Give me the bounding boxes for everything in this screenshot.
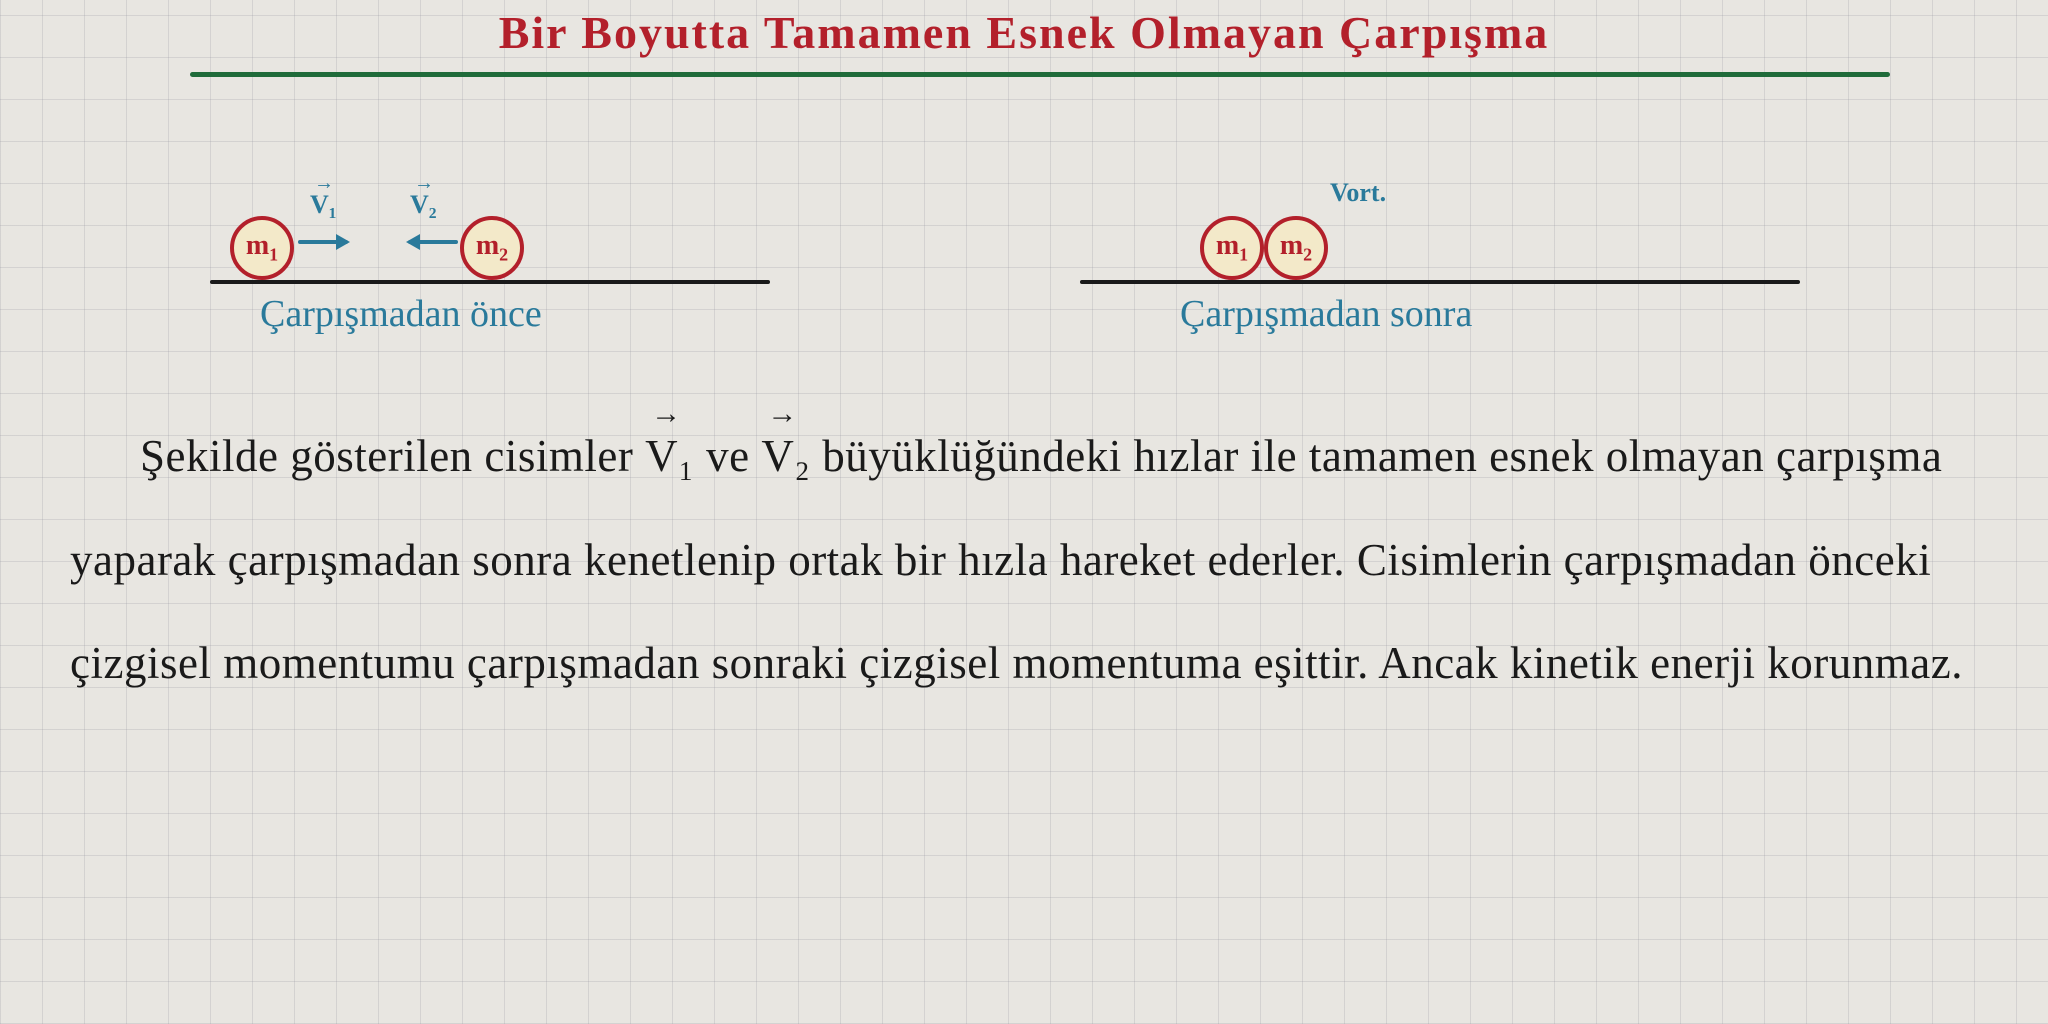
ground-after	[1080, 280, 1800, 284]
mass-m2-before: m2	[460, 216, 524, 280]
velocity-label-v2: →V₂	[410, 190, 437, 220]
vector-v2: V₂	[761, 405, 810, 509]
velocity-label-v1: →V₁	[310, 190, 337, 220]
explanation-paragraph: Şekilde gösterilen cisimler V₁ ve V₂ büy…	[70, 405, 2008, 716]
vector-v1: V₁	[645, 405, 694, 509]
ground-before	[210, 280, 770, 284]
diagram-area: m1 m2 →V₁ →V₂ Çarpışmadan önce m1 m2 Vor…	[0, 160, 2048, 360]
caption-before: Çarpışmadan önce	[260, 292, 542, 336]
caption-after: Çarpışmadan sonra	[1180, 292, 1472, 336]
para-text-mid: ve	[694, 431, 761, 481]
mass-m1-after: m1	[1200, 216, 1264, 280]
velocity-arrow-v2	[408, 240, 458, 244]
velocity-arrow-v1	[298, 240, 348, 244]
title-underline	[190, 72, 1890, 77]
page-title: Bir Boyutta Tamamen Esnek Olmayan Çarpış…	[0, 6, 2048, 59]
mass-m1-before: m1	[230, 216, 294, 280]
para-text-pre: Şekilde gösterilen cisimler	[140, 431, 645, 481]
velocity-label-vort: Vort.	[1330, 178, 1386, 208]
mass-m2-after: m2	[1264, 216, 1328, 280]
